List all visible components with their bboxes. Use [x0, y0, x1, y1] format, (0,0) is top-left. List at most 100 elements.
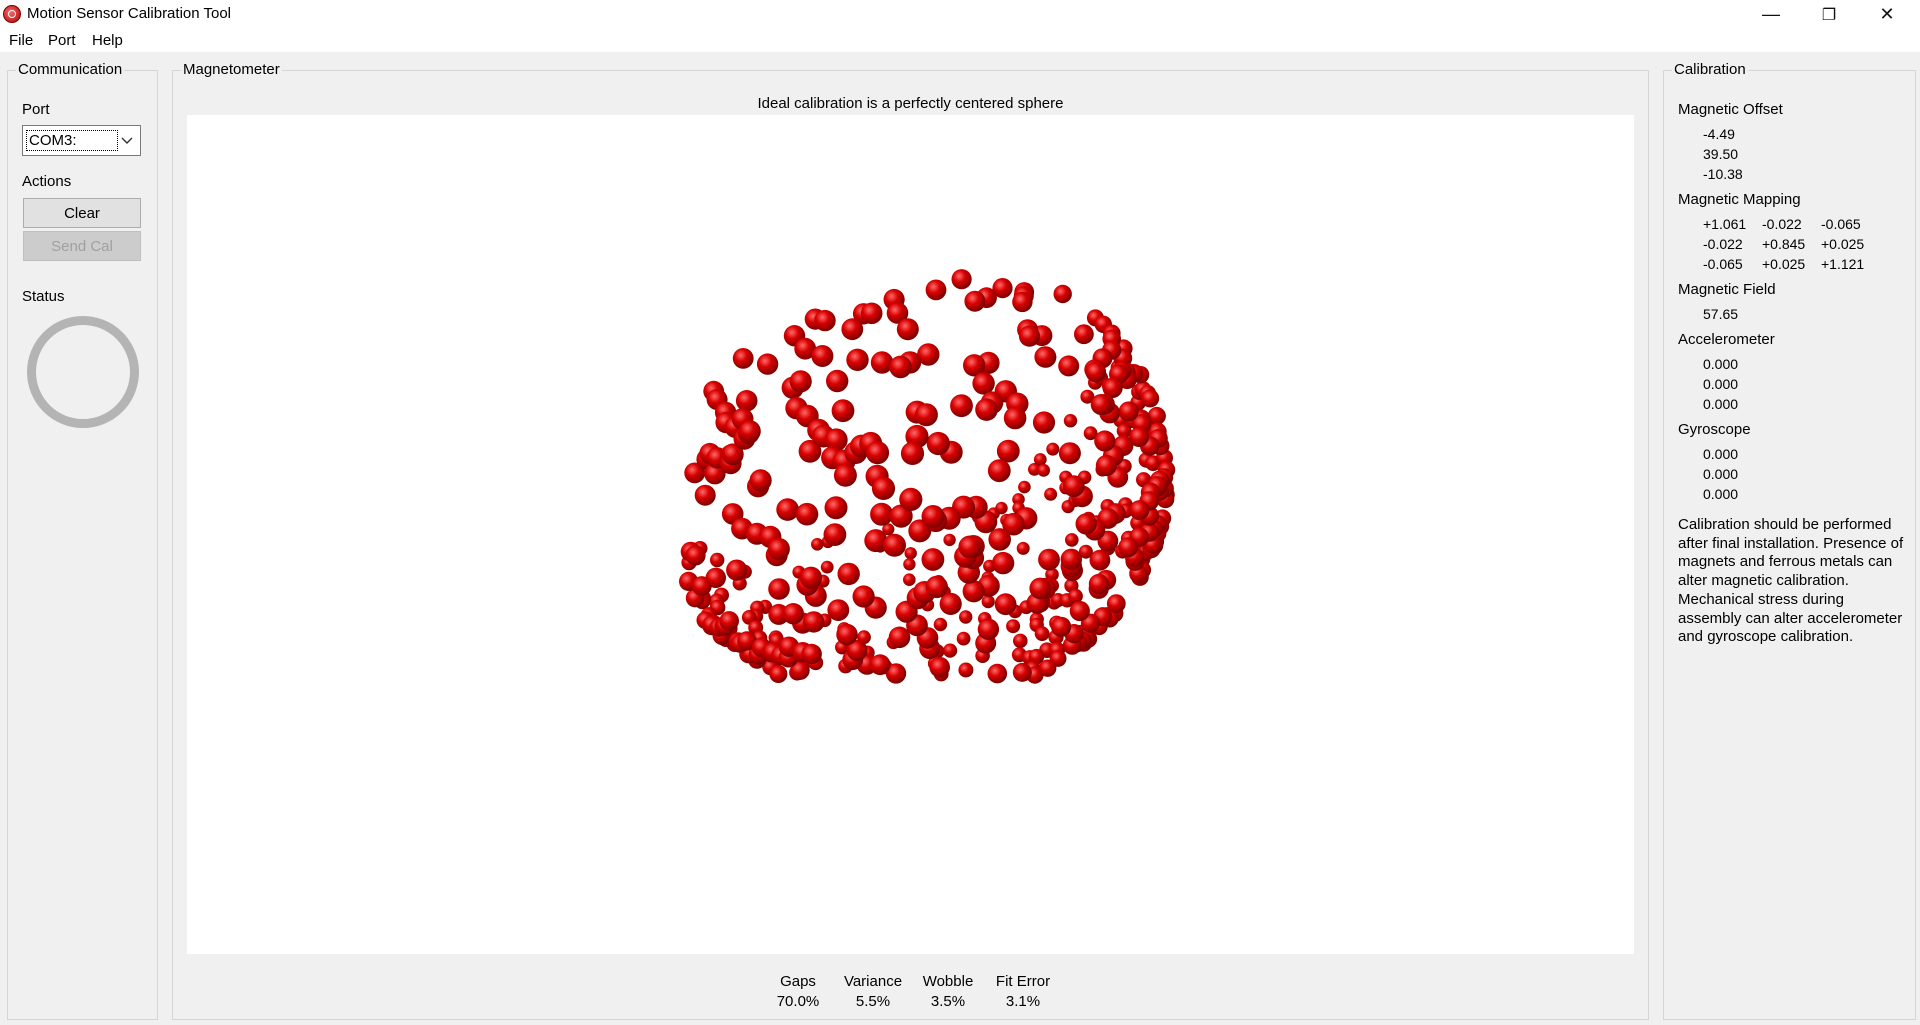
sample-point: [776, 498, 799, 521]
sample-point: [975, 398, 998, 421]
sample-point: [917, 343, 940, 366]
sample-point: [833, 463, 857, 487]
sample-point: [846, 639, 868, 661]
sample-point: [1058, 442, 1081, 465]
magnetometer-group: Magnetometer: [172, 61, 1649, 1020]
sample-point: [921, 548, 945, 571]
title-bar: Motion Sensor Calibration Tool — ❐ ✕: [0, 0, 1920, 29]
sample-point: [1033, 453, 1047, 466]
sample-point: [726, 559, 748, 581]
sample-point: [685, 545, 706, 566]
sample-point: [1039, 659, 1057, 677]
sample-point: [1002, 512, 1025, 536]
sample-point: [904, 547, 917, 560]
sample-point: [827, 599, 850, 621]
magnetic-field-label: Magnetic Field: [1678, 281, 1776, 298]
status-ring-icon: [27, 316, 139, 428]
sample-point: [882, 523, 895, 536]
sample-point: [846, 348, 869, 371]
sample-point: [694, 484, 716, 506]
chevron-down-icon[interactable]: [116, 128, 138, 153]
sample-point: [1053, 284, 1072, 304]
menu-port[interactable]: Port: [48, 32, 76, 49]
sample-point: [870, 351, 894, 374]
sample-point: [1038, 548, 1060, 571]
calibration-note: Calibration should be performed after fi…: [1678, 516, 1904, 646]
sample-point: [1147, 406, 1166, 426]
sample-point: [801, 643, 822, 665]
accel-z-value: 0.000: [1703, 396, 1739, 412]
sample-point: [1018, 480, 1031, 494]
mapping-cell: +1.061: [1703, 216, 1747, 232]
send-cal-button[interactable]: Send Cal: [23, 231, 141, 261]
port-select[interactable]: COM3:: [22, 125, 141, 156]
sample-point: [831, 399, 855, 423]
sample-point: [768, 578, 790, 600]
sample-point: [939, 592, 962, 615]
sample-point: [1129, 500, 1150, 521]
sample-point: [1090, 394, 1112, 415]
sample-point: [1016, 541, 1030, 555]
sample-point: [719, 611, 739, 631]
sample-point: [1106, 594, 1126, 613]
mapping-cell: +1.121: [1821, 256, 1865, 272]
sample-point: [732, 348, 754, 369]
accelerometer-label: Accelerometer: [1678, 331, 1775, 348]
variance-stat: Variance 5.5%: [836, 972, 910, 1012]
close-button[interactable]: ✕: [1879, 4, 1895, 24]
magnetometer-canvas[interactable]: [187, 115, 1634, 954]
communication-title: Communication: [16, 61, 125, 78]
sample-point: [864, 529, 888, 553]
offset-x-value: -4.49: [1703, 126, 1735, 142]
sample-point: [1032, 411, 1056, 434]
sample-point: [1085, 361, 1107, 383]
mapping-cell: +0.025: [1821, 236, 1865, 252]
sample-point: [735, 390, 758, 412]
sample-point: [795, 502, 819, 526]
communication-group: Communication: [7, 61, 158, 1020]
fit-error-value: 3.1%: [1005, 993, 1041, 1010]
sample-point: [903, 558, 916, 571]
sample-point: [1062, 475, 1085, 498]
sample-point: [790, 660, 810, 680]
calibration-title: Calibration: [1672, 61, 1748, 78]
clear-button[interactable]: Clear: [23, 198, 141, 228]
sample-point: [964, 290, 986, 312]
sample-point: [959, 610, 973, 624]
magnetometer-subtitle: Ideal calibration is a perfectly centere…: [757, 95, 1064, 112]
sample-point: [865, 441, 890, 465]
sample-point: [1141, 389, 1160, 408]
restore-button[interactable]: ❐: [1821, 6, 1837, 24]
sample-point: [885, 663, 907, 684]
sample-point: [1078, 544, 1093, 559]
minimize-button[interactable]: —: [1762, 4, 1780, 24]
sample-point: [811, 538, 824, 551]
accel-y-value: 0.000: [1703, 376, 1739, 392]
variance-label: Variance: [843, 973, 903, 990]
fit-error-stat: Fit Error 3.1%: [990, 972, 1056, 1012]
sample-point: [1045, 567, 1059, 582]
menu-help[interactable]: Help: [92, 32, 123, 49]
sample-point: [871, 476, 896, 500]
sample-point: [972, 372, 995, 395]
sample-point: [1028, 463, 1041, 476]
magnetic-mapping-label: Magnetic Mapping: [1678, 191, 1801, 208]
magnetometer-point-cloud: [679, 269, 1176, 684]
sample-point: [789, 370, 812, 393]
wobble-label: Wobble: [922, 973, 974, 990]
sample-point: [900, 441, 925, 465]
sample-point: [921, 505, 945, 528]
sample-point: [799, 566, 823, 589]
sample-point: [820, 560, 834, 574]
magnetometer-title: Magnetometer: [181, 61, 282, 78]
wobble-value: 3.5%: [930, 993, 966, 1010]
menu-bar: File Port Help: [0, 29, 1920, 52]
sample-point: [824, 496, 848, 520]
gyro-z-value: 0.000: [1703, 486, 1739, 502]
sample-point: [823, 523, 847, 546]
gaps-label: Gaps: [780, 973, 816, 990]
sample-point: [956, 631, 971, 646]
window-title: Motion Sensor Calibration Tool: [27, 5, 232, 22]
menu-file[interactable]: File: [9, 32, 34, 49]
port-label: Port: [22, 101, 50, 118]
